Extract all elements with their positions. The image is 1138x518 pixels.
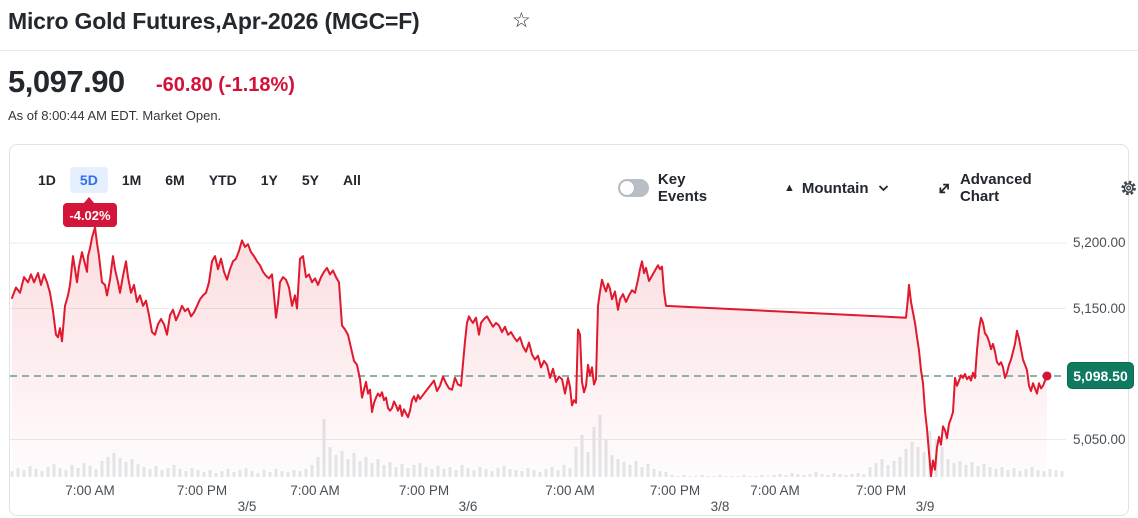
range-button-6M[interactable]: 6M — [165, 172, 185, 188]
x-axis-date-label: 3/9 — [915, 499, 935, 514]
volume-bar — [1048, 469, 1052, 477]
chart-type-label: Mountain — [801, 179, 869, 197]
x-axis-date-label: 3/6 — [458, 499, 478, 514]
x-axis-time-label: 7:00 PM — [398, 483, 450, 498]
price-change: -60.80 (-1.18%) — [156, 74, 295, 96]
chevron-down-icon — [878, 185, 888, 192]
y-axis-label: 5,200.00 — [1073, 235, 1126, 250]
x-axis-time-label: 7:00 AM — [290, 483, 340, 498]
x-axis-time-label: 7:00 PM — [176, 483, 228, 498]
current-price: 5,097.90 — [8, 64, 125, 99]
toggle-knob — [620, 181, 634, 195]
y-axis-label: 5,050.00 — [1073, 431, 1126, 447]
range-button-5Y[interactable]: 5Y — [301, 172, 319, 188]
current-price-badge: 5,098.50 — [1067, 362, 1134, 389]
range-button-1Y[interactable]: 1Y — [260, 172, 278, 188]
x-axis-time-label: 7:00 PM — [855, 483, 907, 498]
advanced-chart-button[interactable]: Advanced Chart — [937, 171, 1071, 205]
advanced-chart-label: Advanced Chart — [959, 171, 1032, 205]
x-axis-time-label: 7:00 PM — [649, 483, 701, 498]
range-button-5D[interactable]: 5D — [69, 167, 108, 193]
range-button-1D[interactable]: 1D — [38, 172, 56, 188]
x-axis-time-label: 7:00 AM — [545, 483, 595, 498]
volume-bar — [1054, 470, 1058, 477]
header-divider — [0, 50, 1138, 51]
range-button-All[interactable]: All — [342, 172, 361, 188]
x-axis-date-label: 3/5 — [237, 499, 257, 514]
range-selector: 1D 5D 1M 6M YTD 1Y 5Y All — [38, 167, 361, 193]
range-change-badge: -4.02% — [63, 197, 117, 227]
as-of-status: As of 8:00:44 AM EDT. Market Open. — [8, 108, 222, 123]
chart-type-dropdown[interactable]: ▲ Mountain — [784, 180, 889, 197]
key-events-label: Key Events — [657, 171, 708, 205]
page-title: Micro Gold Futures,Apr-2026 (MGC=F) — [8, 8, 420, 34]
expand-icon — [939, 183, 949, 193]
y-axis-label: 5,150.00 — [1073, 300, 1126, 316]
price-line — [11, 226, 1048, 478]
last-price-dot — [1042, 371, 1052, 381]
range-button-YTD[interactable]: YTD — [208, 172, 237, 188]
x-axis-time-label: 7:00 AM — [65, 483, 115, 498]
gear-icon[interactable] — [1119, 178, 1138, 198]
range-button-1M[interactable]: 1M — [121, 172, 142, 188]
star-icon[interactable]: ☆ — [512, 9, 531, 32]
volume-bar — [1060, 471, 1064, 477]
chart-controls: Key Events ▲ Mountain Advanced Chart — [618, 171, 1138, 205]
key-events-toggle[interactable] — [618, 179, 649, 197]
x-axis-date-label: 3/8 — [710, 499, 730, 514]
mountain-icon: ▲ — [783, 182, 795, 194]
x-axis-time-label: 7:00 AM — [750, 483, 800, 498]
